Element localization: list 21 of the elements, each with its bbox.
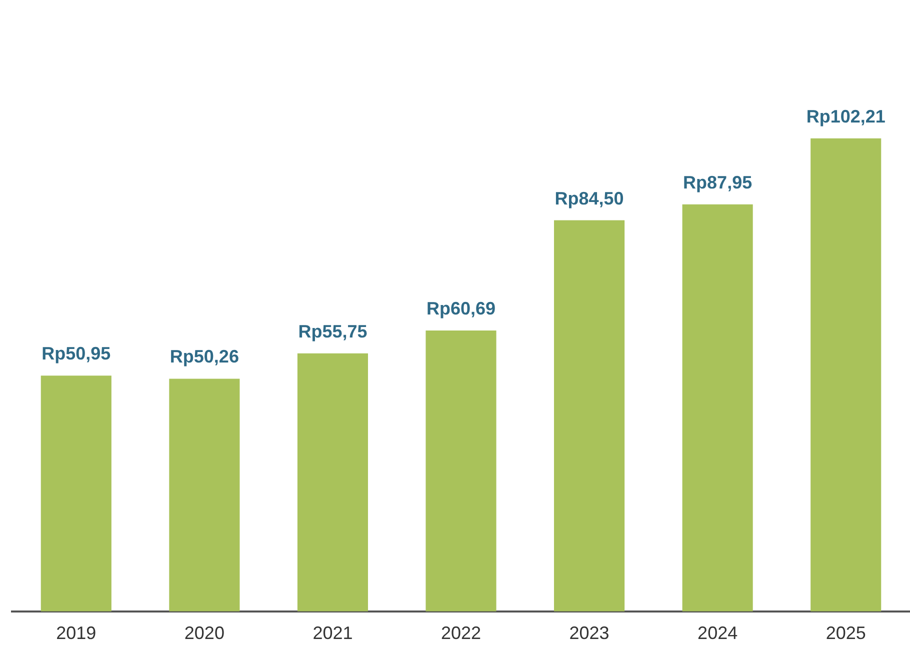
data-label: Rp50,26: [170, 346, 239, 367]
data-label: Rp55,75: [298, 321, 368, 342]
x-tick-label: 2020: [184, 623, 224, 644]
bar: [682, 204, 753, 612]
bar: [426, 330, 496, 612]
x-tick-label: 2022: [440, 623, 482, 644]
data-label: Rp84,50: [554, 188, 624, 208]
x-tick-label: 2021: [312, 623, 353, 644]
x-tick-label: 2025: [826, 623, 866, 644]
x-tick-label: 2023: [569, 623, 610, 644]
bar: [297, 353, 368, 612]
data-label: Rp87,95: [683, 172, 752, 192]
data-label: Rp60,69: [426, 298, 496, 318]
bar: [40, 376, 112, 612]
bar: [810, 138, 882, 612]
x-tick-label: 2024: [698, 623, 738, 644]
x-tick-label: 2019: [56, 623, 96, 644]
data-label: Rp102,21: [806, 106, 886, 126]
data-label: Rp50,95: [42, 344, 111, 364]
bar: [554, 220, 625, 612]
bar: [169, 378, 240, 612]
